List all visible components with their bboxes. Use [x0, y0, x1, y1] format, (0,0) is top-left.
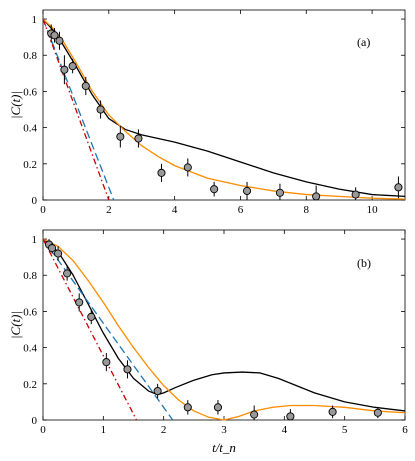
- panel-b: 0 1 2 3 4 5 6 0 0.2 0.4 0.6 0.8 1 (b) |C(t)| t/t_n: [8, 229, 408, 455]
- panel-a: 0 2 4 6 8 10 0 0.2 0.4 0.6 0.8 1 (a) |C(t)|: [8, 9, 406, 216]
- data-point-b: [75, 298, 84, 307]
- panel-label-a: (a): [357, 35, 370, 49]
- y-tick-label-b: 1: [32, 234, 38, 246]
- plot-frame-a: [42, 9, 406, 201]
- data-point-b: [102, 358, 111, 367]
- series-line-a-2: [42, 18, 115, 201]
- data-point-a: [351, 190, 360, 199]
- data-point-b: [250, 410, 259, 419]
- data-point-a: [183, 163, 192, 172]
- y-tick-label-a: 0: [32, 195, 38, 207]
- data-point-a: [157, 168, 166, 177]
- series-line-b-3: [42, 238, 138, 421]
- data-point-b: [373, 408, 382, 417]
- data-point-b: [48, 244, 57, 253]
- data-point-b: [54, 249, 63, 258]
- x-tick-label-a: 4: [172, 204, 178, 216]
- x-tick-label-b: 5: [342, 424, 348, 436]
- data-point-a: [394, 183, 403, 192]
- xlabel-b: t/t_n: [212, 440, 236, 455]
- y-tick-label-b: 0: [32, 415, 38, 427]
- x-tick-label-b: 1: [101, 424, 107, 436]
- x-tick-label-a: 10: [367, 204, 379, 216]
- data-point-b: [213, 403, 223, 412]
- data-point-b: [123, 365, 132, 374]
- data-point-a: [242, 186, 252, 196]
- data-point-b: [183, 403, 192, 412]
- data-point-a: [50, 31, 59, 40]
- y-tick-label-b: 0.8: [23, 270, 37, 282]
- ylabel-a: |C(t)|: [8, 91, 23, 119]
- y-tick-label-a: 0.2: [23, 159, 37, 171]
- series-line-b-2: [42, 238, 174, 421]
- data-point-a: [55, 36, 64, 45]
- y-tick-label-b: 0.6: [23, 306, 37, 318]
- x-tick-label-b: 3: [221, 424, 227, 436]
- data-point-a: [210, 185, 219, 194]
- y-tick-label-a: 0.4: [23, 123, 37, 135]
- y-tick-label-a: 0.6: [23, 86, 37, 98]
- x-tick-label-a: 2: [106, 204, 112, 216]
- series-line-a-3: [42, 18, 110, 201]
- ylabel-b: |C(t)|: [8, 311, 23, 339]
- x-tick-label-b: 0: [40, 424, 46, 436]
- data-point-b: [286, 412, 295, 421]
- data-point-b: [87, 312, 96, 321]
- x-tick-label-b: 4: [282, 424, 288, 436]
- data-point-a: [275, 188, 284, 197]
- data-point-a: [312, 192, 321, 201]
- data-point-b: [153, 386, 162, 396]
- y-tick-label-a: 0.8: [23, 50, 37, 62]
- x-tick-label-b: 6: [402, 424, 408, 436]
- x-tick-label-a: 8: [304, 204, 310, 216]
- y-tick-label-b: 0.2: [23, 379, 37, 391]
- data-point-b: [328, 407, 337, 416]
- data-point-a: [81, 81, 90, 91]
- x-tick-label-a: 0: [40, 204, 46, 216]
- data-point-b: [63, 269, 72, 278]
- data-point-a: [60, 65, 69, 74]
- panel-label-b: (b): [357, 256, 371, 270]
- series-line-b-1: [42, 238, 406, 421]
- data-point-a: [96, 105, 105, 114]
- x-tick-label-b: 2: [161, 424, 167, 436]
- data-point-a: [134, 134, 143, 143]
- data-point-a: [68, 62, 77, 71]
- plot-frame-b: [42, 229, 406, 421]
- x-tick-label-a: 6: [238, 204, 244, 216]
- y-tick-label-a: 1: [32, 14, 38, 26]
- y-tick-label-b: 0.4: [23, 343, 37, 355]
- series-line-b-0: [42, 238, 406, 412]
- data-point-a: [116, 132, 125, 141]
- series-line-a-0: [42, 18, 406, 198]
